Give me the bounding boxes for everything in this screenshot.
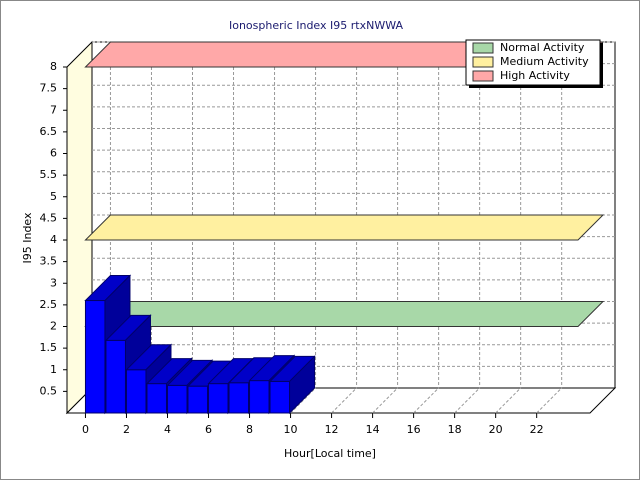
- legend-swatch: [472, 42, 494, 54]
- threshold-band: [84, 301, 605, 327]
- y-tick-label: 3: [50, 276, 57, 289]
- legend-label: Medium Activity: [500, 55, 589, 68]
- y-tick-label: 6: [50, 147, 57, 160]
- x-tick-label: 22: [530, 423, 544, 436]
- y-tick-label: 3.5: [40, 255, 58, 268]
- grid-line: [536, 387, 563, 414]
- y-tick-label: 1: [50, 363, 57, 376]
- bar: [208, 383, 229, 414]
- bar: [84, 300, 106, 414]
- grid-line: [495, 387, 522, 414]
- grid-line: [290, 387, 316, 414]
- y-tick-label: 4.5: [40, 211, 58, 224]
- bar: [166, 384, 188, 414]
- bar: [269, 380, 291, 414]
- grid-line: [372, 387, 398, 414]
- x-tick-label: 10: [284, 423, 298, 436]
- bar: [105, 339, 126, 414]
- bar: [228, 382, 250, 414]
- x-tick-label: 16: [407, 423, 421, 436]
- y-tick-label: 2.5: [40, 298, 58, 311]
- grid-line: [454, 387, 480, 414]
- legend-swatch: [472, 56, 494, 68]
- bar: [187, 385, 209, 414]
- x-tick-label: 0: [82, 423, 89, 436]
- y-tick-label: 7: [50, 103, 57, 116]
- grid-line: [413, 387, 439, 414]
- y-tick-label: 6.5: [40, 125, 58, 138]
- x-tick-label: 2: [123, 423, 130, 436]
- legend-swatch: [472, 70, 494, 82]
- legend-label: High Activity: [500, 69, 570, 82]
- x-tick-label: 12: [325, 423, 339, 436]
- legend-label: Normal Activity: [500, 41, 585, 54]
- bar: [125, 369, 147, 414]
- x-tick-label: 14: [366, 423, 380, 436]
- x-tick-label: 18: [448, 423, 462, 436]
- grid-line: [331, 387, 357, 414]
- x-tick-label: 6: [205, 423, 212, 436]
- x-axis-label: Hour[Local time]: [284, 447, 376, 460]
- y-tick-label: 5.5: [40, 168, 58, 181]
- bar-side: [289, 355, 316, 415]
- y-tick-label: 2: [50, 320, 57, 333]
- y-tick-label: 0.5: [40, 384, 58, 397]
- x-tick-label: 8: [246, 423, 253, 436]
- bar: [146, 383, 167, 414]
- bar: [249, 380, 270, 414]
- y-tick-label: 4: [50, 233, 57, 246]
- chart-title: Ionospheric Index I95 rtxNWWA: [229, 19, 403, 32]
- y-tick-label: 7.5: [40, 82, 58, 95]
- y-tick-label: 1.5: [40, 341, 58, 354]
- y-axis-label: I95 Index: [21, 212, 34, 264]
- x-tick-label: 20: [489, 423, 503, 436]
- y-tick-label: 5: [50, 190, 57, 203]
- threshold-band: [84, 214, 605, 241]
- y-tick-label: 8: [50, 60, 57, 73]
- x-tick-label: 4: [164, 423, 171, 436]
